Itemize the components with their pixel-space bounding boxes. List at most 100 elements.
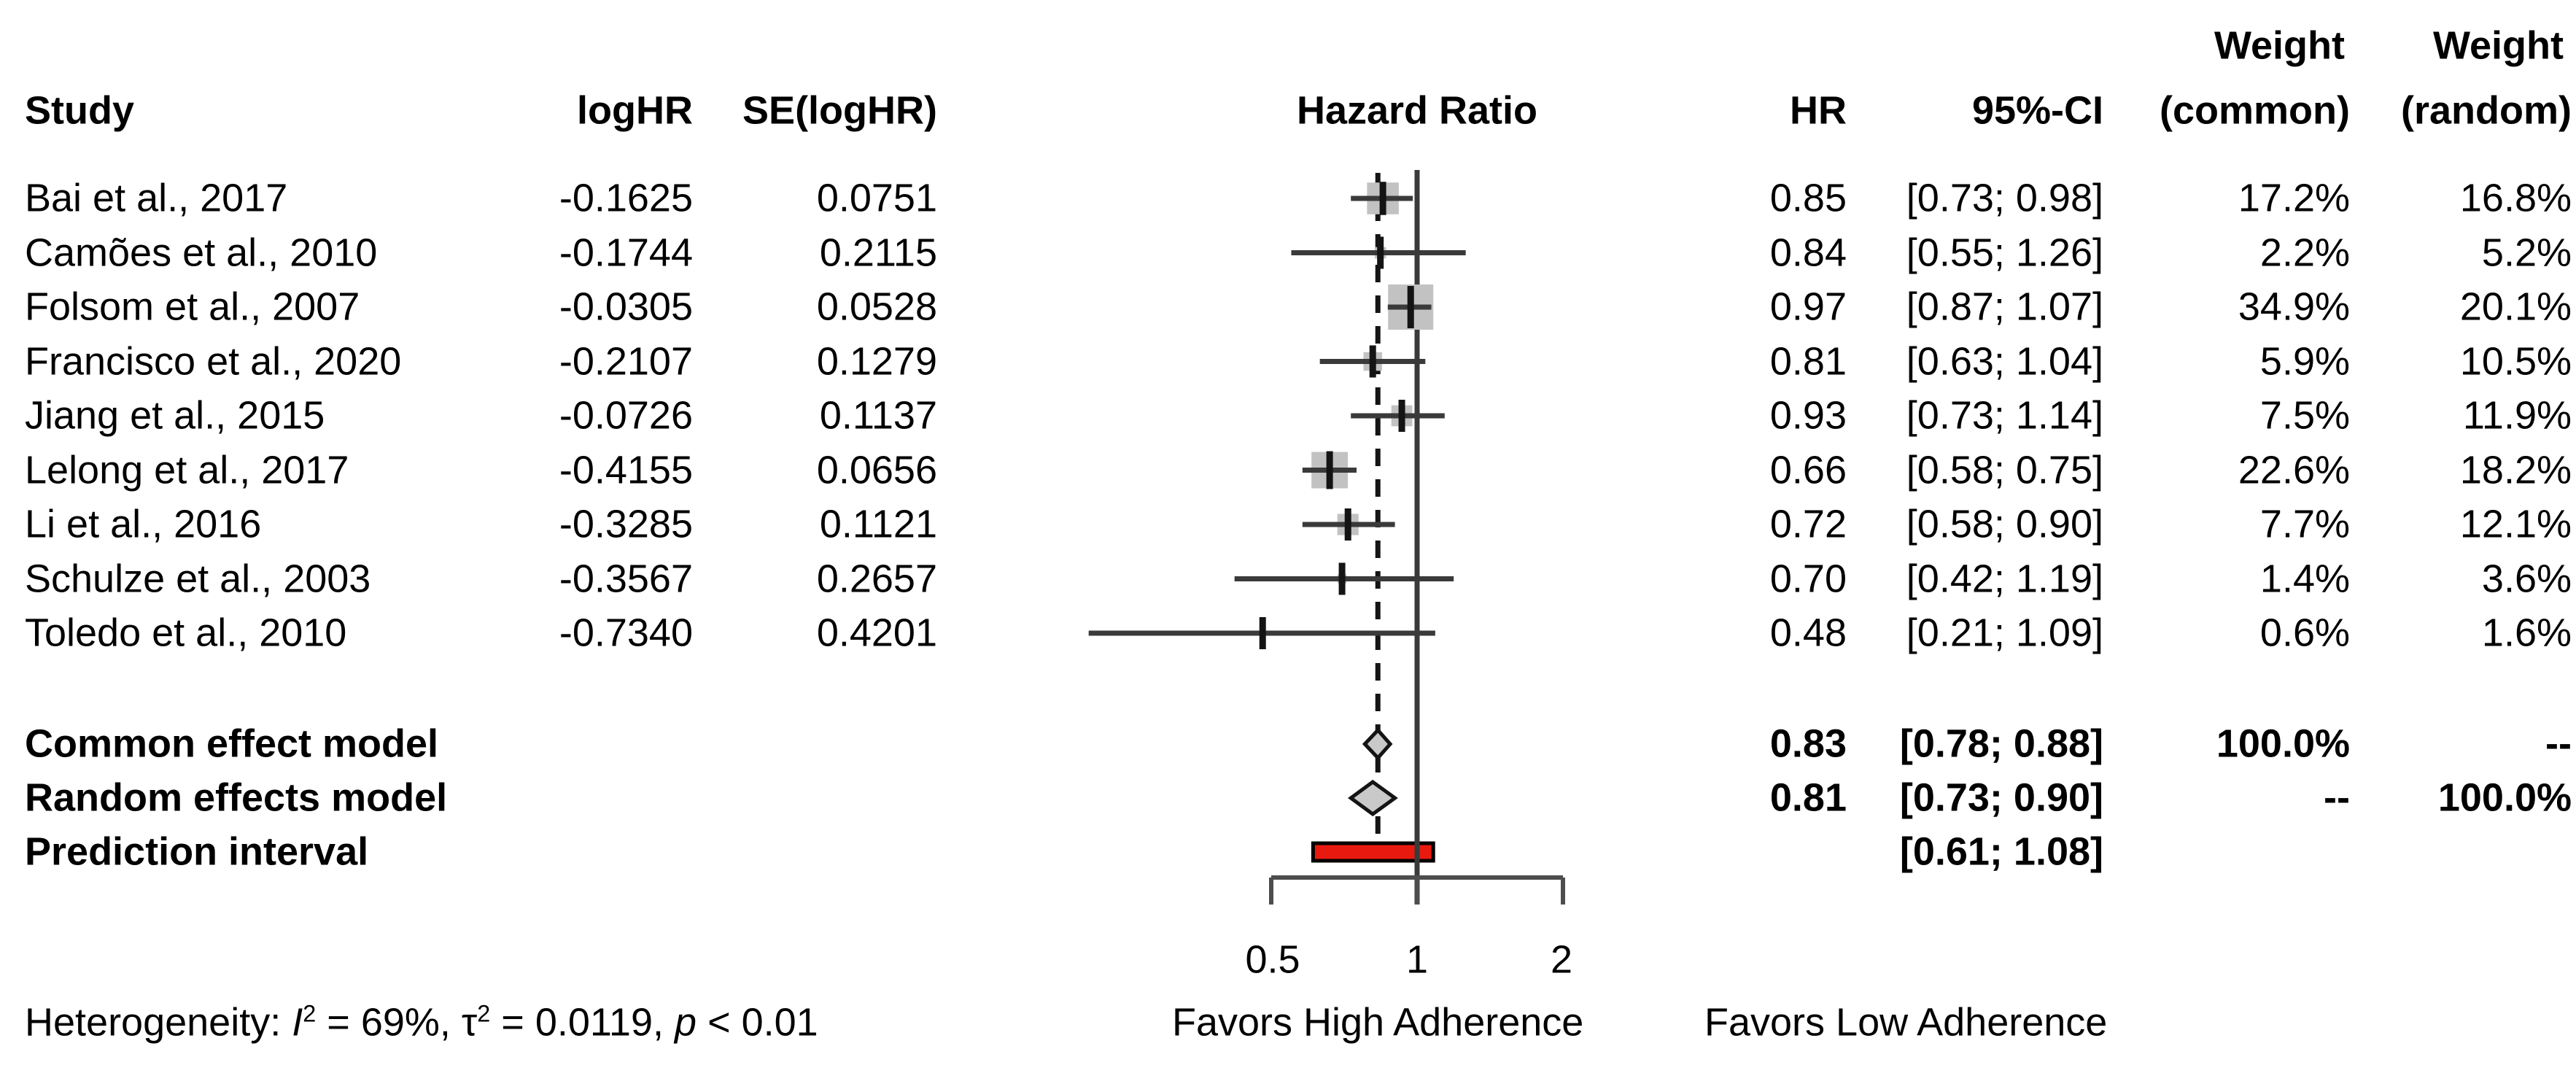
column-header-se: SE(logHR) [742, 88, 937, 133]
loghr-value: -0.3285 [559, 502, 693, 546]
weight-random-value: 18.2% [2459, 448, 2572, 492]
weight-random-value: 11.9% [2462, 393, 2572, 438]
summary-ci-value: [0.61; 1.08] [1899, 829, 2103, 874]
heterogeneity-note: Heterogeneity: I2 = 69%, τ2 = 0.0119, p … [25, 1002, 818, 1044]
loghr-value: -0.1625 [559, 176, 693, 220]
se-value: 0.4201 [816, 611, 937, 655]
weight-random-value: 16.8% [2459, 176, 2572, 220]
weight-common-value: 7.5% [2259, 393, 2350, 438]
summary-weight-random-value: -- [2545, 721, 2572, 766]
weight-common-value: 1.4% [2259, 557, 2350, 601]
summary-hr-value: 0.83 [1769, 721, 1847, 766]
favors-right-label: Favors Low Adherence [1704, 1000, 2108, 1045]
point-estimate-tick [1259, 617, 1266, 649]
loghr-value: -0.1744 [559, 231, 693, 275]
weight-random-value: 20.1% [2459, 284, 2572, 329]
ci-value: [0.42; 1.19] [1906, 557, 2103, 601]
summary-label: Prediction interval [25, 829, 369, 874]
study-name: Jiang et al., 2015 [25, 393, 325, 438]
study-name: Li et al., 2016 [25, 502, 262, 546]
common-effect-diamond [1362, 727, 1393, 761]
column-header-weight-random-line2: (random) [2401, 88, 2572, 133]
summary-ci-value: [0.78; 0.88] [1899, 721, 2103, 766]
point-estimate-tick [1369, 345, 1376, 378]
hr-value: 0.85 [1769, 176, 1847, 220]
point-estimate-tick [1326, 451, 1333, 489]
summary-ci-value: [0.73; 0.90] [1899, 775, 2103, 820]
loghr-value: -0.7340 [559, 611, 693, 655]
loghr-value: -0.0726 [559, 393, 693, 438]
se-value: 0.0656 [816, 448, 937, 492]
ci-value: [0.21; 1.09] [1906, 611, 2103, 655]
summary-hr-value: 0.81 [1769, 775, 1847, 820]
se-value: 0.1137 [819, 393, 937, 438]
tau-squared-exponent: 2 [477, 1000, 491, 1027]
point-estimate-tick [1377, 236, 1384, 269]
weight-common-value: 7.7% [2259, 502, 2350, 546]
column-header-weight-common-line2: (common) [2160, 88, 2350, 133]
se-value: 0.0751 [816, 176, 937, 220]
random-effects-diamond [1347, 779, 1398, 817]
hr-value: 0.97 [1769, 284, 1847, 329]
column-header-study: Study [25, 88, 135, 133]
se-value: 0.2115 [819, 231, 937, 275]
loghr-value: -0.3567 [559, 557, 693, 601]
study-name: Lelong et al., 2017 [25, 448, 349, 492]
study-name: Toledo et al., 2010 [25, 611, 347, 655]
loghr-value: -0.2107 [559, 339, 693, 384]
point-estimate-tick [1398, 400, 1405, 432]
hr-value: 0.72 [1769, 502, 1847, 546]
study-name: Folsom et al., 2007 [25, 284, 360, 329]
weight-common-value: 17.2% [2238, 176, 2350, 220]
weight-random-value: 5.2% [2481, 231, 2572, 275]
column-header-weight-random-line1: Weight [2433, 23, 2564, 68]
i-squared-exponent: 2 [303, 1000, 317, 1027]
point-estimate-tick [1338, 562, 1346, 595]
summary-label: Common effect model [25, 721, 439, 766]
weight-random-value: 1.6% [2481, 611, 2572, 655]
hr-value: 0.84 [1769, 231, 1847, 275]
axis-tick-label-2: 2 [1550, 937, 1573, 982]
axis-tick-label-05: 0.5 [1245, 937, 1300, 982]
se-value: 0.0528 [816, 284, 937, 329]
hr-value: 0.70 [1769, 557, 1847, 601]
column-header-weight-common-line1: Weight [2214, 23, 2345, 68]
hr-value: 0.66 [1769, 448, 1847, 492]
favors-left-label: Favors High Adherence [1172, 1000, 1584, 1045]
loghr-value: -0.4155 [559, 448, 693, 492]
se-value: 0.1121 [819, 502, 937, 546]
ci-value: [0.58; 0.90] [1906, 502, 2103, 546]
weight-random-value: 10.5% [2459, 339, 2572, 384]
i-squared-value: = 69%, [327, 1000, 451, 1045]
summary-weight-common-value: 100.0% [2216, 721, 2350, 766]
ci-value: [0.55; 1.26] [1906, 231, 2103, 275]
column-header-hr: HR [1790, 88, 1847, 133]
column-header-ci: 95%-CI [1971, 88, 2103, 133]
hr-value: 0.48 [1769, 611, 1847, 655]
heterogeneity-label: Heterogeneity: [25, 1000, 282, 1045]
study-name: Bai et al., 2017 [25, 176, 288, 220]
weight-common-value: 0.6% [2259, 611, 2350, 655]
ci-value: [0.58; 0.75] [1906, 448, 2103, 492]
summary-weight-random-value: 100.0% [2437, 775, 2572, 820]
p-symbol: p [675, 1000, 697, 1045]
study-name: Schulze et al., 2003 [25, 557, 371, 601]
column-header-loghr: logHR [577, 88, 693, 133]
weight-common-value: 5.9% [2259, 339, 2350, 384]
i-squared-symbol: I [292, 1000, 303, 1045]
plot-title: Hazard Ratio [1296, 88, 1538, 133]
study-name: Camões et al., 2010 [25, 231, 378, 275]
weight-random-value: 3.6% [2481, 557, 2572, 601]
ci-value: [0.87; 1.07] [1906, 284, 2103, 329]
study-name: Francisco et al., 2020 [25, 339, 402, 384]
ci-value: [0.73; 0.98] [1906, 176, 2103, 220]
loghr-value: -0.0305 [559, 284, 693, 329]
p-value: < 0.01 [707, 1000, 818, 1045]
se-value: 0.2657 [816, 557, 937, 601]
se-value: 0.1279 [816, 339, 937, 384]
summary-weight-common-value: -- [2324, 775, 2350, 820]
weight-common-value: 22.6% [2238, 448, 2350, 492]
weight-random-value: 12.1% [2459, 502, 2572, 546]
